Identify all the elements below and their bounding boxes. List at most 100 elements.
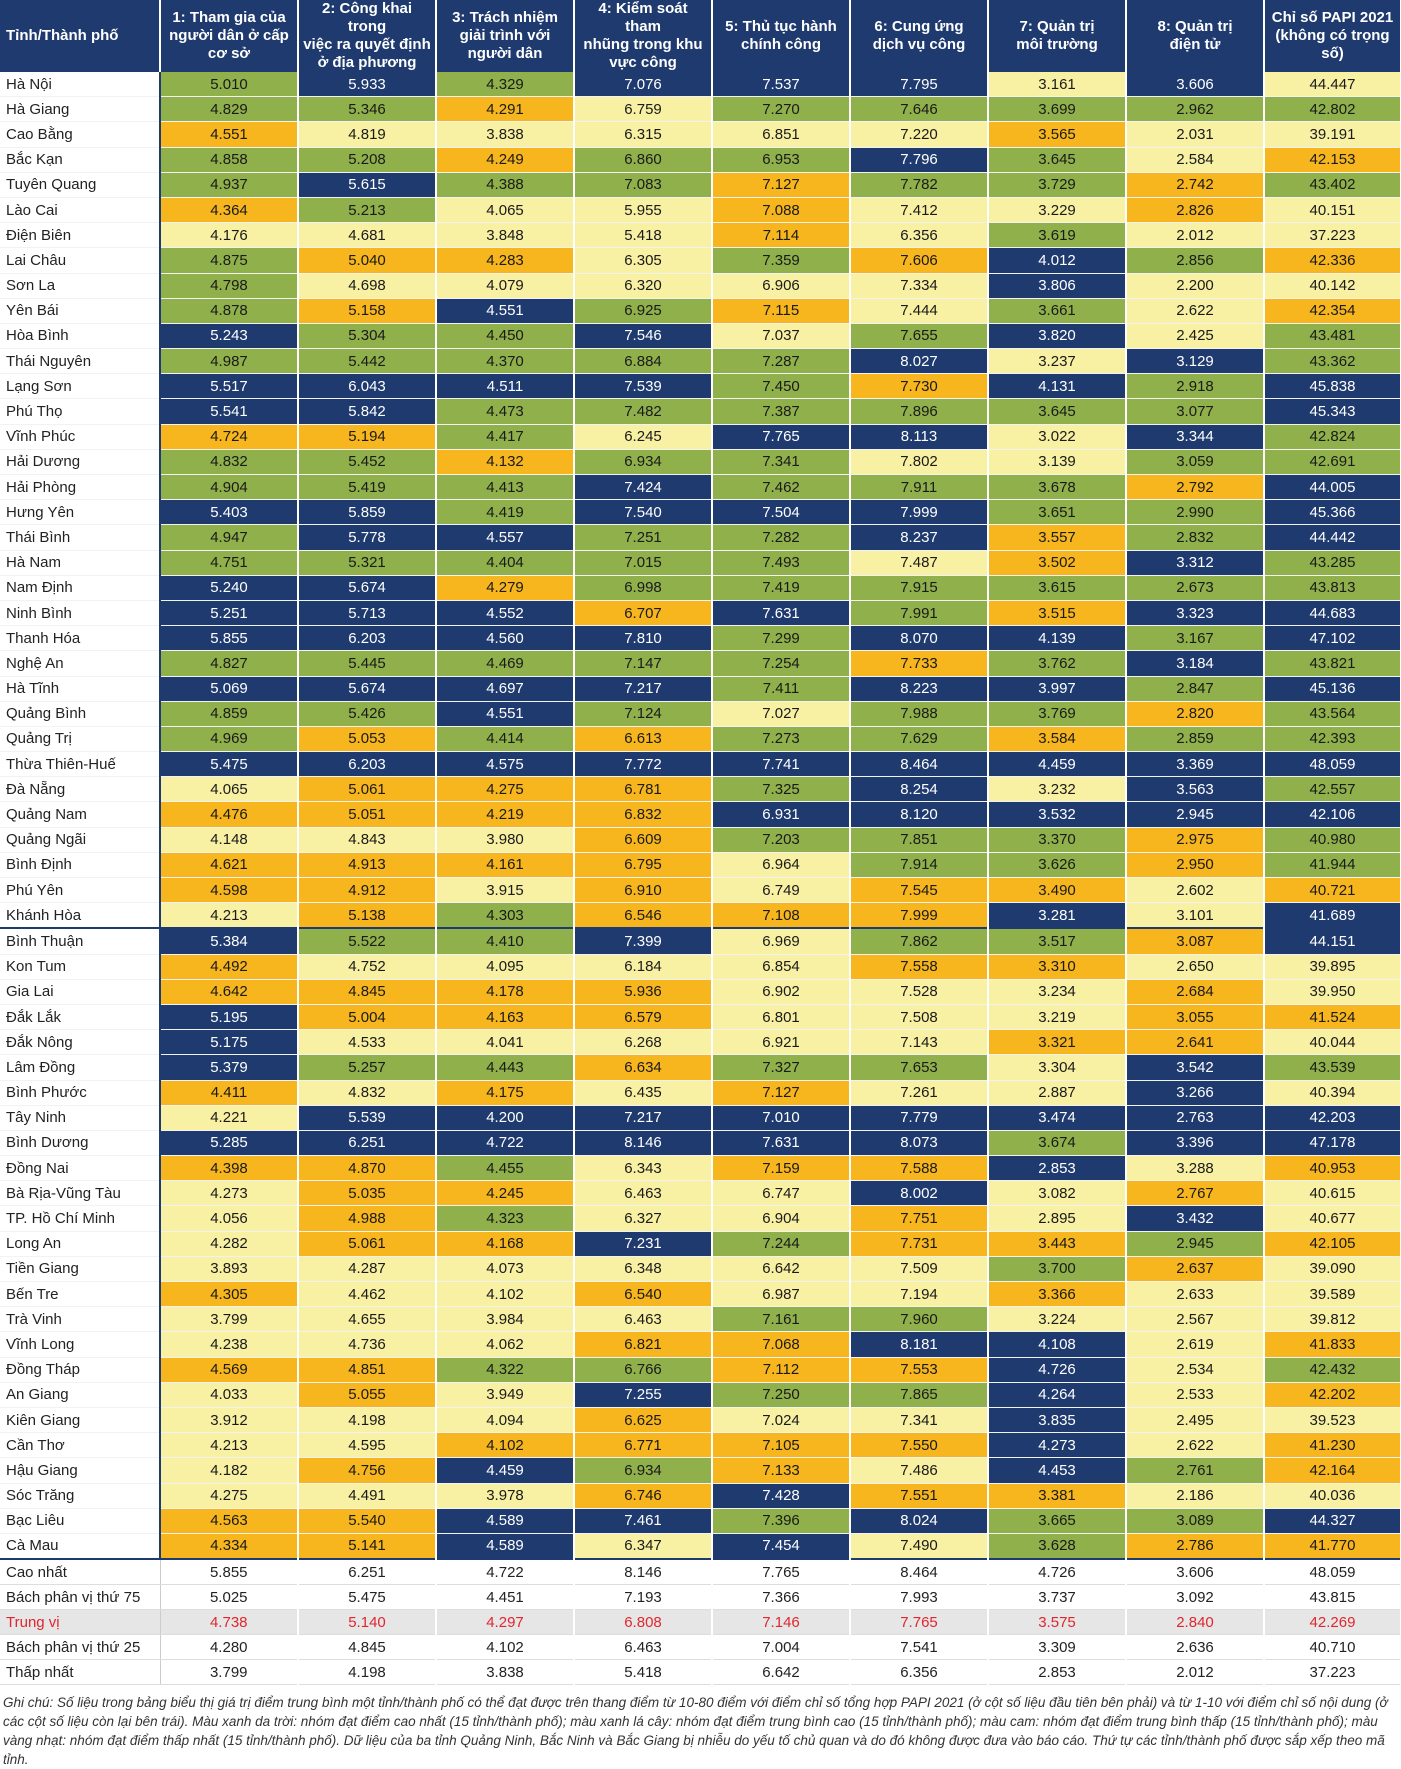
score-cell: 4.419 [436,499,575,526]
score-cell: 41.230 [1264,1432,1401,1459]
province-name: Lạng Sơn [0,373,161,400]
score-cell: 5.138 [298,902,437,929]
score-cell: 3.762 [988,650,1127,677]
table-row: Hòa Bình 5.243 5.304 4.450 7.546 7.037 7.655 3.… [0,323,1401,350]
table-row: Hà Nam 4.751 5.321 4.404 7.015 7.493 7.487 3.50… [0,550,1401,576]
score-cell: 3.997 [988,676,1127,702]
score-cell: 4.875 [160,247,299,274]
summary-value: 7.366 [712,1584,851,1611]
score-cell: 2.622 [1126,1432,1265,1459]
score-cell: 40.980 [1264,827,1401,853]
score-cell: 2.950 [1126,852,1265,879]
score-cell: 7.411 [712,676,851,702]
province-name: Bà Rịa-Vũng Tàu [0,1180,161,1207]
score-cell: 5.522 [298,927,437,955]
score-cell: 6.771 [574,1432,713,1459]
province-name: Đồng Nai [0,1155,161,1182]
score-cell: 3.628 [988,1533,1127,1560]
score-cell: 7.795 [850,72,989,98]
score-cell: 8.181 [850,1331,989,1358]
score-cell: 4.575 [436,751,575,778]
score-cell: 4.213 [160,1432,299,1459]
score-cell: 42.802 [1264,96,1401,123]
score-cell: 2.853 [988,1155,1127,1182]
score-cell: 6.934 [574,449,713,476]
score-cell: 6.781 [574,776,713,803]
score-cell: 3.729 [988,172,1127,198]
score-cell: 3.678 [988,474,1127,501]
score-cell: 4.827 [160,650,299,677]
score-cell: 39.589 [1264,1281,1401,1308]
score-cell: 3.381 [988,1483,1127,1509]
summary-value: 7.004 [712,1634,851,1661]
score-cell: 40.036 [1264,1483,1401,1509]
score-cell: 6.245 [574,424,713,450]
score-cell: 4.751 [160,550,299,576]
score-cell: 8.113 [850,424,989,450]
score-cell: 7.412 [850,197,989,224]
score-cell: 7.810 [574,625,713,652]
table-row: Thừa Thiên-Huế 5.475 6.203 4.575 7.772 7.741 8… [0,751,1401,778]
summary-row: Bách phân vị thứ 75 5.025 5.475 4.451 7.193 7… [0,1584,1401,1611]
score-cell: 2.990 [1126,499,1265,526]
summary-value: 4.297 [436,1609,575,1636]
score-cell: 3.665 [988,1508,1127,1534]
province-name: Lào Cai [0,197,161,224]
score-cell: 7.493 [712,550,851,576]
summary-value: 4.845 [298,1634,437,1661]
score-cell: 7.606 [850,247,989,274]
score-cell: 4.937 [160,172,299,198]
score-cell: 4.859 [160,701,299,727]
summary-value: 6.463 [574,1634,713,1661]
table-row: Hà Nội 5.010 5.933 4.329 7.076 7.537 7.795 3.16… [0,72,1401,98]
summary-value: 40.710 [1264,1634,1401,1661]
score-cell: 7.133 [712,1457,851,1484]
summary-value: 3.092 [1126,1584,1265,1611]
score-cell: 6.184 [574,954,713,980]
summary-value: 2.636 [1126,1634,1265,1661]
score-cell: 42.824 [1264,424,1401,450]
score-cell: 6.749 [712,877,851,904]
score-cell: 4.642 [160,979,299,1005]
summary-value: 42.269 [1264,1609,1401,1636]
score-cell: 4.364 [160,197,299,224]
score-cell: 7.991 [850,600,989,627]
table-row: Bà Rịa-Vũng Tàu 4.273 5.035 4.245 6.463 6.747… [0,1180,1401,1207]
score-cell: 40.677 [1264,1205,1401,1232]
score-cell: 5.243 [160,323,299,350]
score-cell: 2.832 [1126,524,1265,551]
score-cell: 2.186 [1126,1483,1265,1509]
score-cell: 5.475 [160,751,299,778]
score-cell: 8.254 [850,776,989,803]
score-cell: 3.700 [988,1256,1127,1283]
summary-value: 7.193 [574,1584,713,1611]
summary-value: 3.838 [436,1659,575,1686]
province-name: Lâm Đồng [0,1054,161,1081]
table-row: Phú Yên 4.598 4.912 3.915 6.910 6.749 7.545 3.4… [0,877,1401,904]
score-cell: 6.766 [574,1357,713,1383]
summary-value: 37.223 [1264,1659,1401,1686]
score-cell: 4.161 [436,852,575,879]
score-cell: 4.589 [436,1508,575,1534]
score-cell: 40.151 [1264,197,1401,224]
score-cell: 7.558 [850,954,989,980]
table-row: Gia Lai 4.642 4.845 4.178 5.936 6.902 7.528 3.2… [0,979,1401,1005]
score-cell: 7.027 [712,701,851,727]
score-cell: 7.444 [850,298,989,324]
summary-value: 7.146 [712,1609,851,1636]
score-cell: 7.741 [712,751,851,778]
score-cell: 7.802 [850,449,989,476]
summary-value: 3.309 [988,1634,1127,1661]
score-cell: 40.953 [1264,1155,1401,1182]
score-cell: 3.184 [1126,650,1265,677]
score-cell: 3.949 [436,1382,575,1408]
score-cell: 42.153 [1264,147,1401,173]
score-cell: 2.763 [1126,1105,1265,1131]
table-row: Bến Tre 4.305 4.462 4.102 6.540 6.987 7.194 3.3… [0,1281,1401,1308]
score-cell: 5.674 [298,575,437,601]
score-cell: 39.812 [1264,1306,1401,1333]
summary-value: 48.059 [1264,1558,1401,1586]
table-row: Quảng Trị 4.969 5.053 4.414 6.613 7.273 7.629 3… [0,726,1401,753]
score-cell: 4.829 [160,96,299,123]
score-cell: 5.208 [298,147,437,173]
